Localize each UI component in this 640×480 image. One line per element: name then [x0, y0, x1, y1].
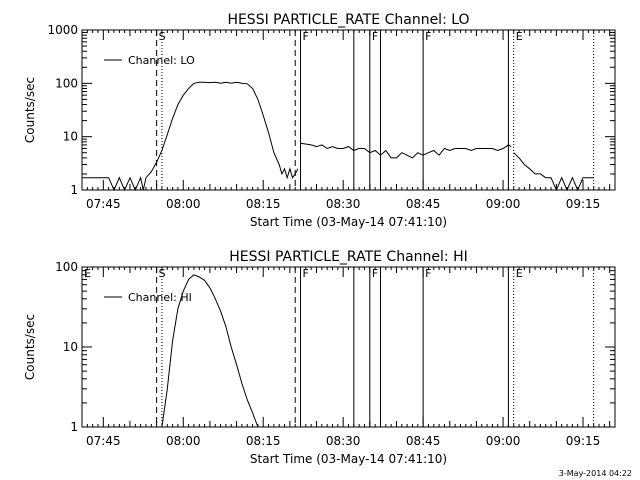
x-tick-label: 08:00	[166, 197, 201, 211]
event-marker-label: F	[425, 267, 431, 280]
x-tick-label: 09:15	[566, 197, 601, 211]
x-tick-label: 08:30	[326, 434, 361, 448]
plot-timestamp: 3-May-2014 04:22	[559, 469, 632, 478]
x-tick-label: 08:45	[406, 197, 441, 211]
legend-label: Channel: LO	[128, 54, 195, 67]
x-tick-label: 09:00	[486, 197, 521, 211]
event-marker-label: F	[303, 267, 309, 280]
y-axis-label: Counts/sec	[23, 77, 37, 143]
y-axis-label: Counts/sec	[23, 314, 37, 380]
x-tick-label: 08:15	[246, 434, 281, 448]
x-tick-label: 09:15	[566, 434, 601, 448]
chart-title: HESSI PARTICLE_RATE Channel: HI	[229, 249, 467, 265]
y-tick-label: 10	[63, 130, 78, 144]
event-marker-label: E	[516, 267, 523, 280]
x-tick-label: 09:00	[486, 434, 521, 448]
x-tick-label: 07:45	[86, 434, 121, 448]
y-tick-label: 100	[55, 260, 78, 274]
event-marker-label: F	[425, 30, 431, 43]
event-marker-label: E	[516, 30, 523, 43]
x-tick-label: 08:00	[166, 434, 201, 448]
legend-label: Channel: HI	[128, 291, 192, 304]
y-tick-label: 1	[70, 420, 78, 434]
series-line	[161, 274, 259, 428]
y-tick-label: 1000	[47, 23, 78, 37]
x-tick-label: 08:30	[326, 197, 361, 211]
x-axis-label: Start Time (03-May-14 07:41:10)	[250, 215, 447, 229]
event-marker-label: F	[372, 30, 378, 43]
event-marker-label: E	[84, 267, 91, 280]
series-line	[513, 152, 594, 192]
y-tick-label: 1	[70, 183, 78, 197]
series-line	[300, 142, 512, 159]
event-marker-label: F	[303, 30, 309, 43]
event-marker-label: F	[372, 267, 378, 280]
series-line	[82, 81, 299, 192]
x-axis-label: Start Time (03-May-14 07:41:10)	[250, 452, 447, 466]
chart-title: HESSI PARTICLE_RATE Channel: LO	[227, 12, 469, 28]
y-tick-label: 10	[63, 340, 78, 354]
x-tick-label: 07:45	[86, 197, 121, 211]
x-tick-label: 08:45	[406, 434, 441, 448]
x-tick-label: 08:15	[246, 197, 281, 211]
y-tick-label: 100	[55, 76, 78, 90]
